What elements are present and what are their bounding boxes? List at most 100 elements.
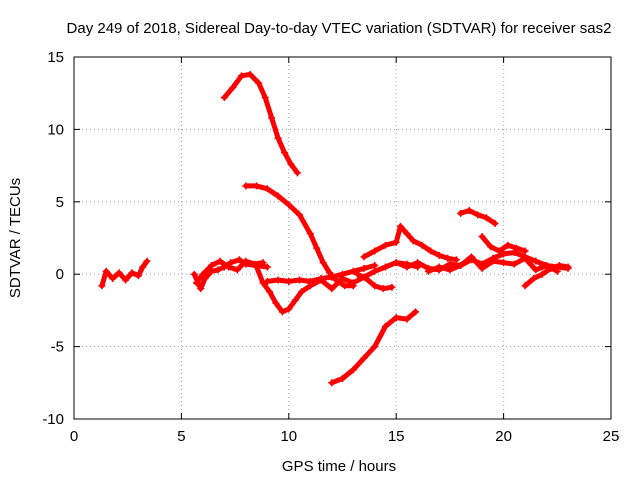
data-point [298, 288, 306, 296]
data-point [115, 269, 123, 277]
plot-frame [73, 56, 612, 420]
data-point [500, 250, 508, 258]
data-point [263, 185, 271, 193]
data-point [242, 257, 250, 265]
data-point [328, 379, 336, 387]
data-point [371, 267, 379, 275]
series-track-4 [220, 70, 301, 177]
data-point [379, 285, 387, 293]
data-point [328, 273, 336, 281]
y-tick-label: -10 [42, 411, 64, 428]
data-point [293, 169, 301, 177]
data-point [109, 275, 117, 283]
series-track-10 [360, 222, 460, 264]
data-point [409, 237, 417, 245]
data-point [216, 257, 224, 265]
data-point [285, 305, 293, 313]
data-point [287, 160, 295, 168]
data-point [403, 263, 411, 271]
data-point [349, 267, 357, 275]
data-point [482, 214, 490, 222]
series-track-5 [242, 182, 357, 290]
data-point [192, 279, 200, 287]
data-point [564, 263, 572, 271]
data-point [371, 247, 379, 255]
series-track-15 [478, 233, 529, 255]
data-point [102, 267, 110, 275]
data-point [291, 296, 299, 304]
data-point [285, 201, 293, 209]
data-point [259, 259, 267, 267]
data-point [190, 270, 198, 278]
data-point [521, 247, 529, 255]
data-point [381, 241, 389, 249]
data-point [478, 233, 486, 241]
data-point [444, 254, 452, 262]
data-point [392, 314, 400, 322]
data-point [489, 257, 497, 265]
y-tick-label: 0 [56, 266, 64, 283]
data-point [255, 79, 263, 87]
data-point [360, 264, 368, 272]
data-point [274, 192, 282, 200]
data-point [238, 72, 246, 80]
data-tracks [98, 70, 572, 387]
data-point [317, 276, 325, 284]
series-track-16 [521, 262, 572, 290]
data-point [349, 366, 357, 374]
x-axis-label: GPS time / hours [282, 458, 396, 475]
y-tick-label: -5 [51, 339, 64, 356]
data-point [261, 94, 269, 102]
data-point [253, 182, 261, 190]
data-point [214, 266, 222, 274]
data-point [414, 259, 422, 267]
series-track-3 [192, 257, 267, 287]
data-point [371, 343, 379, 351]
data-point [339, 374, 346, 382]
data-point [457, 209, 465, 217]
data-point [122, 276, 130, 284]
data-point [512, 244, 520, 252]
data-point [319, 259, 327, 267]
data-point [452, 256, 460, 264]
data-point [197, 285, 205, 293]
data-point [242, 182, 250, 190]
data-point [487, 243, 495, 251]
data-point [362, 275, 370, 283]
data-point [371, 282, 379, 290]
data-point [543, 262, 551, 270]
data-point [474, 211, 482, 219]
data-point [233, 266, 241, 274]
data-point [128, 269, 136, 277]
data-point [381, 322, 389, 330]
y-tick-label: 10 [47, 121, 64, 138]
data-point [339, 275, 346, 283]
data-point [207, 262, 215, 270]
data-point [341, 282, 349, 290]
y-tick-label: 15 [47, 49, 64, 66]
data-point [495, 247, 503, 255]
series-track-11 [354, 270, 396, 293]
data-point [530, 275, 538, 283]
data-point [360, 253, 368, 261]
data-point [274, 276, 282, 284]
data-point [306, 279, 314, 287]
data-point [199, 270, 207, 278]
data-point [354, 270, 362, 278]
data-point [388, 283, 396, 291]
data-point [532, 266, 540, 274]
data-point [500, 259, 508, 267]
data-point [521, 282, 529, 290]
data-point [478, 264, 486, 272]
data-point [446, 266, 454, 274]
chart-title: Day 249 of 2018, Sidereal Day-to-day VTE… [67, 20, 612, 37]
data-point [532, 257, 540, 265]
data-point [491, 220, 499, 228]
data-point [412, 308, 420, 316]
data-point [225, 263, 233, 271]
data-point [435, 251, 443, 259]
series-track-1 [98, 257, 151, 290]
axes: 0 5 10 15 20 25 -10 -5 0 5 10 15 [42, 49, 619, 445]
